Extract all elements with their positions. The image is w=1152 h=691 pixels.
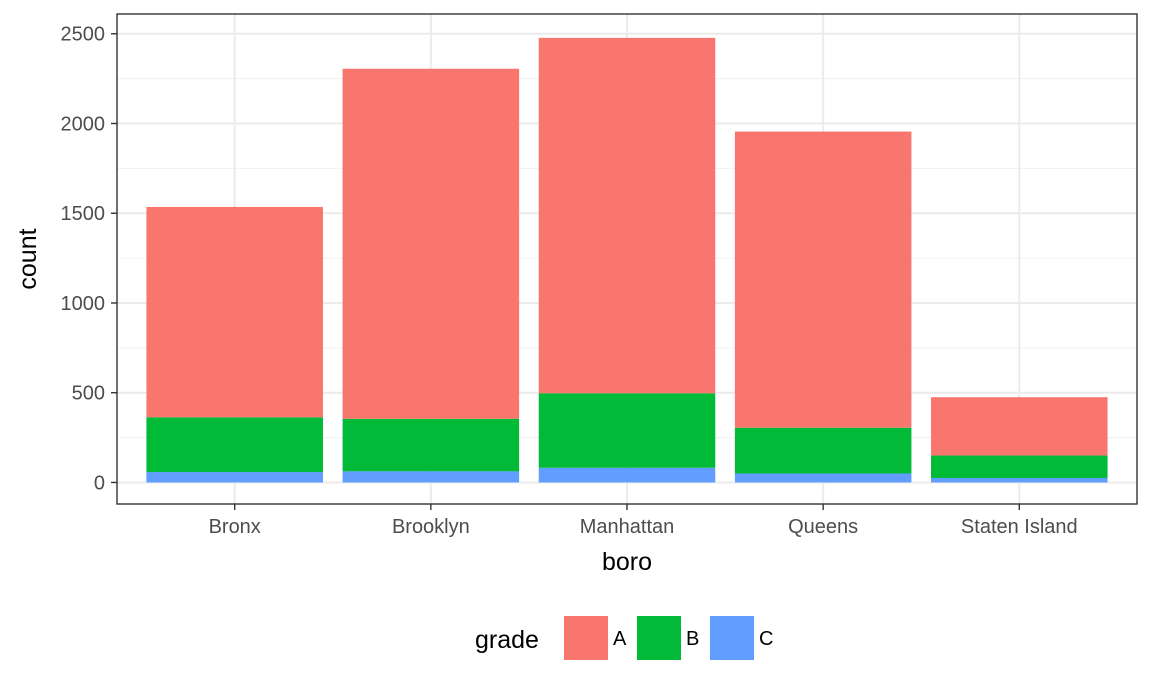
y-tick-label: 2500 bbox=[61, 24, 106, 46]
bar-segment-c bbox=[538, 467, 716, 483]
bar-segment-a bbox=[342, 68, 520, 419]
bar-segment-b bbox=[538, 393, 716, 468]
y-axis-title: count bbox=[14, 228, 42, 289]
bar-segment-a bbox=[538, 37, 716, 394]
y-axis: 0 500 1000 1500 2000 2500 bbox=[61, 24, 117, 494]
x-tick-label: Bronx bbox=[209, 516, 261, 538]
x-axis: Bronx Brooklyn Manhattan Queens Staten Islan… bbox=[209, 504, 1078, 538]
y-tick-label: 500 bbox=[72, 383, 105, 405]
y-tick-label: 1000 bbox=[61, 293, 106, 315]
legend: grade A B C bbox=[475, 616, 773, 660]
x-tick-label: Brooklyn bbox=[392, 516, 470, 538]
y-tick-label: 0 bbox=[94, 472, 105, 494]
y-tick-label: 2000 bbox=[61, 113, 106, 135]
x-tick-label: Staten Island bbox=[961, 516, 1078, 538]
bar-segment-b bbox=[342, 418, 520, 472]
bar-segment-a bbox=[931, 397, 1108, 456]
bar-segment-c bbox=[146, 472, 323, 483]
bar-segment-a bbox=[734, 131, 912, 428]
x-tick-label: Manhattan bbox=[580, 516, 675, 538]
bars bbox=[146, 37, 1108, 483]
legend-key-a bbox=[564, 616, 608, 660]
bar-segment-c bbox=[342, 471, 520, 483]
bar-segment-a bbox=[146, 206, 323, 418]
legend-label: C bbox=[759, 628, 773, 650]
legend-label: B bbox=[686, 628, 699, 650]
bar-segment-c bbox=[931, 477, 1108, 483]
legend-label: A bbox=[613, 628, 627, 650]
bar-segment-b bbox=[931, 455, 1108, 478]
legend-key-c bbox=[710, 616, 754, 660]
y-tick-label: 1500 bbox=[61, 203, 106, 225]
legend-key-b bbox=[637, 616, 681, 660]
bar-segment-b bbox=[146, 417, 323, 473]
x-tick-label: Queens bbox=[788, 516, 858, 538]
bar-segment-c bbox=[734, 473, 912, 483]
bar-segment-b bbox=[734, 427, 912, 474]
legend-title: grade bbox=[475, 626, 539, 654]
x-axis-title: boro bbox=[602, 548, 652, 576]
